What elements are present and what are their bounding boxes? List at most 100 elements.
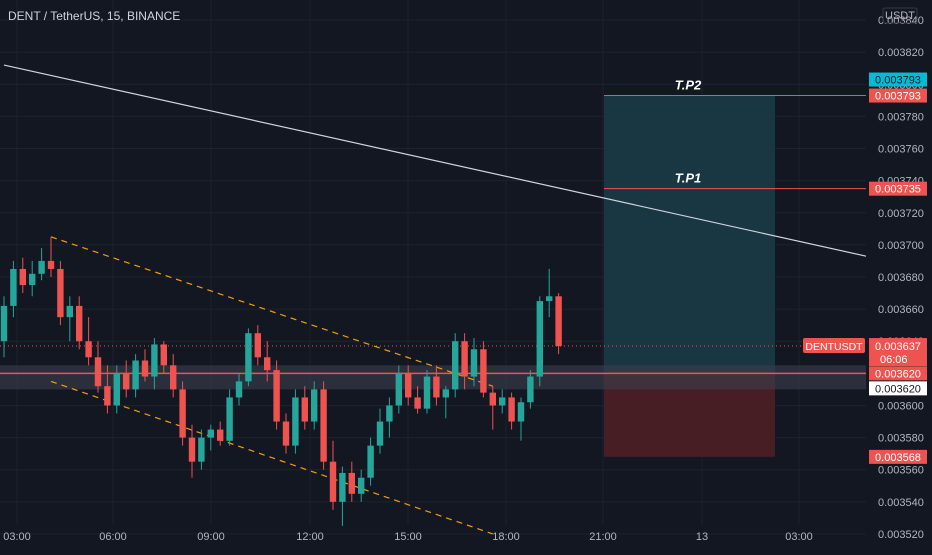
candle-body	[254, 333, 261, 358]
price-tick-label: 0.003600	[878, 400, 924, 412]
candle-body	[470, 349, 478, 377]
candle-body	[386, 405, 393, 422]
price-tick-label: 0.003720	[878, 208, 924, 220]
candle-body	[367, 445, 374, 478]
stop-price-badge-bg	[869, 449, 927, 464]
price-tick-label: 0.003780	[878, 111, 924, 123]
candle-body	[85, 341, 92, 358]
channel-lower-line	[50, 380, 493, 535]
candle-body	[395, 373, 402, 406]
candle-body	[452, 341, 459, 390]
tp1-price-badge-bg	[869, 181, 927, 196]
symbol-title: DENT / TetherUS, 15, BINANCE	[8, 9, 181, 23]
candle-body	[104, 386, 111, 406]
time-tick-label: 09:00	[197, 531, 225, 543]
price-tick-label: 0.003540	[878, 497, 924, 509]
candle-body	[132, 360, 139, 390]
price-tick-label: 0.003560	[878, 465, 924, 477]
candle-body	[273, 370, 280, 422]
entry-price-badge: 0.003620	[875, 368, 921, 380]
candle-body	[414, 397, 421, 409]
time-tick-label: 03:00	[3, 531, 31, 543]
candle-body	[38, 260, 45, 274]
candle-body	[235, 381, 243, 398]
candle-body	[480, 349, 487, 393]
candle-body	[226, 397, 233, 441]
candle-body	[499, 397, 506, 406]
candle-body	[546, 296, 553, 302]
candle-body	[66, 305, 73, 318]
candle-body	[433, 376, 440, 398]
time-tick-label: 06:00	[99, 531, 127, 543]
candle-body	[179, 389, 186, 438]
candle-body	[320, 389, 327, 462]
candle-body	[405, 373, 412, 398]
candle-body	[339, 472, 346, 502]
candle-body	[245, 333, 252, 382]
candle-body	[508, 397, 515, 422]
candle-body	[292, 397, 299, 446]
channel-upper-line	[50, 236, 493, 387]
tp2-price-badge-bg	[869, 88, 927, 103]
price-tick-label: 0.003700	[878, 240, 924, 252]
candle-body	[461, 341, 468, 377]
time-tick-label: 13	[696, 531, 708, 543]
symbol-tag: DENTUSDT	[805, 341, 863, 353]
candle-body	[555, 296, 562, 347]
trendline	[3, 64, 888, 262]
candle-body	[47, 260, 55, 269]
price-tick-label: 0.003840	[878, 15, 924, 27]
candle-body	[151, 344, 158, 377]
candle-body	[10, 268, 17, 306]
candle-body	[19, 268, 26, 286]
candle-body	[94, 357, 102, 387]
currency-box	[882, 7, 918, 24]
price-tick-label: 0.003820	[878, 47, 924, 59]
entry-white-badge: 0.003620	[875, 383, 921, 395]
candle-body	[0, 305, 8, 342]
time-tick-label: 03:00	[785, 531, 813, 543]
entry-white-badge-bg	[869, 381, 927, 396]
stop-price-badge: 0.003568	[875, 452, 921, 464]
symbol-tag-bg	[803, 338, 865, 354]
price-tick-label: 0.003580	[878, 433, 924, 445]
countdown-label: 06:06	[880, 354, 908, 366]
candle-body	[517, 402, 525, 422]
time-tick-label: 21:00	[589, 531, 617, 543]
target-label-2: T.P2	[675, 78, 702, 93]
candle-body	[76, 305, 83, 342]
cyan-price-badge: 0.003793	[875, 75, 921, 87]
last-price-badge-bg	[869, 338, 927, 367]
candle-body	[301, 397, 308, 422]
candle-body	[113, 373, 120, 406]
candle-body	[29, 273, 36, 286]
price-tick-label: 0.003760	[878, 144, 924, 156]
candle-body	[527, 376, 534, 403]
last-price-badge: 0.003637	[875, 341, 921, 353]
candle-body	[311, 389, 318, 422]
candle-body	[489, 392, 496, 406]
candle-body	[536, 301, 543, 377]
candle-body	[442, 389, 449, 398]
price-tick-label: 0.003520	[878, 529, 924, 541]
candle-body	[198, 437, 205, 462]
candle-body	[376, 421, 384, 446]
candle-body	[123, 373, 130, 390]
candle-body	[188, 437, 196, 462]
time-tick-label: 18:00	[492, 531, 520, 543]
candle-body	[141, 360, 149, 377]
time-tick-label: 15:00	[394, 531, 422, 543]
candle-body	[160, 344, 167, 366]
currency-label: USDT	[885, 10, 915, 22]
candle-body	[170, 365, 177, 390]
candle-body	[217, 429, 224, 441]
time-tick-label: 12:00	[296, 531, 324, 543]
target-zone	[604, 95, 775, 374]
tp1-price-badge: 0.003735	[875, 184, 921, 196]
candle-body	[282, 421, 290, 446]
candle-body	[348, 472, 355, 494]
candle-body	[207, 429, 214, 438]
entry-price-badge-bg	[869, 366, 927, 381]
